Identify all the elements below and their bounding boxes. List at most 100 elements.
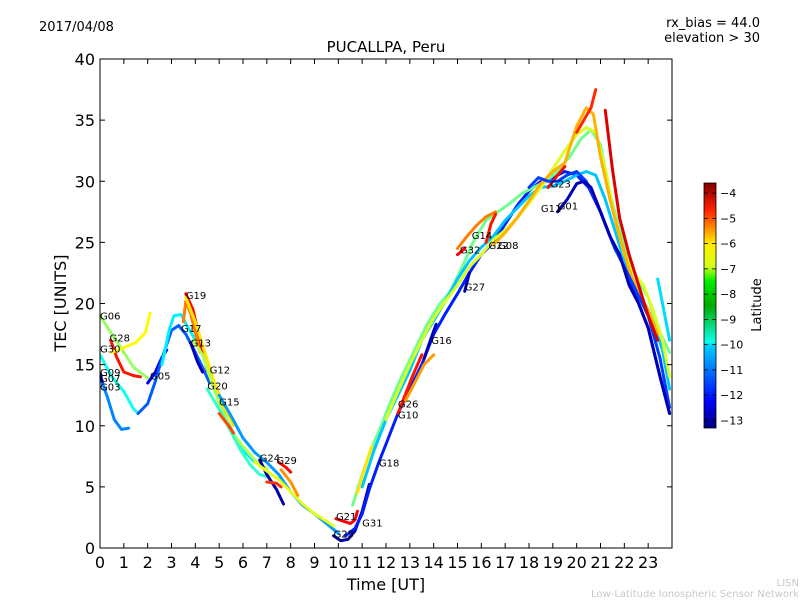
satellite-label-G30: G30 bbox=[100, 345, 120, 356]
series-G23b bbox=[575, 88, 598, 134]
x-tick-label: 16 bbox=[471, 553, 491, 572]
satellite-label-G07: G07 bbox=[100, 374, 120, 385]
satellite-label-G10: G10 bbox=[398, 411, 418, 422]
y-tick-label: 5 bbox=[85, 478, 95, 497]
colorbar-tick-label: −5 bbox=[720, 212, 736, 225]
x-tick-label: 17 bbox=[495, 553, 515, 572]
series-G24b bbox=[253, 460, 336, 528]
x-tick-label: 1 bbox=[119, 553, 129, 572]
colorbar-tick-label: −9 bbox=[720, 313, 736, 326]
y-axis: 0 5 10 15 20 25 30 35 40 bbox=[75, 50, 672, 558]
satellite-label-G05: G05 bbox=[150, 372, 170, 383]
colorbar-label: Latitude bbox=[750, 278, 765, 332]
colorbar-tick-label: −4 bbox=[720, 187, 736, 200]
y-tick-label: 35 bbox=[75, 111, 95, 130]
series-G29c bbox=[265, 480, 283, 489]
series-G07 bbox=[100, 353, 140, 415]
colorbar-gradient bbox=[703, 182, 717, 429]
y-axis-label: TEC [UNITS] bbox=[51, 255, 70, 353]
x-tick-label: 2 bbox=[143, 553, 153, 572]
series-layer bbox=[100, 88, 672, 543]
x-tick-label: 23 bbox=[638, 553, 658, 572]
satellite-label-G32: G32 bbox=[460, 246, 480, 257]
satellite-label-G11: G11 bbox=[541, 204, 561, 215]
series-G19c bbox=[184, 295, 235, 428]
satellite-label-G03: G03 bbox=[100, 383, 120, 394]
satellite-label-G06: G06 bbox=[100, 312, 120, 323]
series-G29b bbox=[279, 468, 300, 497]
satellite-label-G09: G09 bbox=[100, 368, 120, 379]
elevation-label: elevation > 30 bbox=[664, 31, 760, 46]
series-G20 bbox=[205, 387, 271, 479]
colorbar-tick-label: −12 bbox=[720, 389, 743, 402]
series-G32 bbox=[456, 247, 467, 257]
rx-bias-label: rx_bias = 44.0 bbox=[666, 16, 760, 31]
colorbar-tick-label: −6 bbox=[720, 238, 736, 251]
y-tick-label: 40 bbox=[75, 50, 95, 69]
satellite-label-G20: G20 bbox=[207, 381, 227, 392]
satellite-label-G28: G28 bbox=[110, 334, 130, 345]
colorbar-tick-label: −8 bbox=[720, 288, 736, 301]
series-G18b bbox=[355, 445, 374, 495]
x-tick-label: 20 bbox=[566, 553, 586, 572]
satellite-label-G08: G08 bbox=[498, 241, 518, 252]
satellite-label-G17: G17 bbox=[181, 324, 201, 335]
x-tick-label: 7 bbox=[262, 553, 272, 572]
series-G10b bbox=[403, 353, 436, 403]
series-G05b bbox=[136, 324, 212, 415]
x-axis-label: Time [UT] bbox=[346, 575, 425, 594]
series-G23 bbox=[546, 165, 567, 189]
x-tick-label: 3 bbox=[166, 553, 176, 572]
x-tick-label: 12 bbox=[376, 553, 396, 572]
satellite-label-G31: G31 bbox=[362, 518, 382, 529]
series-G21 bbox=[334, 509, 359, 525]
x-tick-label: 9 bbox=[309, 553, 319, 572]
x-tick-label: 15 bbox=[447, 553, 467, 572]
satellite-label-G27: G27 bbox=[465, 282, 485, 293]
satellite-label-G22: G22 bbox=[488, 241, 508, 252]
satellite-label-G24: G24 bbox=[260, 454, 280, 465]
series-G03 bbox=[100, 375, 131, 431]
y-tick-label: 15 bbox=[75, 356, 95, 375]
x-tick-label: 18 bbox=[519, 553, 539, 572]
x-axis: 0 1 2 3 4 5 6 7 8 9 10 11 12 13 14 15 16 17 18 19 20 21 22 23 bbox=[95, 59, 658, 572]
series-G09b bbox=[656, 277, 672, 342]
colorbar-tick-label: −13 bbox=[720, 414, 743, 427]
colorbar-tick-label: −10 bbox=[720, 339, 743, 352]
satellite-label-G18: G18 bbox=[379, 458, 399, 469]
satellite-label-G25: G25 bbox=[334, 529, 354, 540]
x-tick-label: 14 bbox=[423, 553, 443, 572]
series-G08 bbox=[491, 106, 660, 336]
colorbar-ticks: −4 −5 −6 −7 −8 −9 −10 −11 −12 −13 bbox=[704, 187, 743, 427]
footer-org-short: LISN bbox=[777, 578, 799, 589]
y-tick-label: 0 bbox=[85, 539, 95, 558]
satellite-label-G01: G01 bbox=[558, 202, 578, 213]
x-tick-label: 5 bbox=[214, 553, 224, 572]
y-tick-label: 10 bbox=[75, 417, 95, 436]
y-tick-label: 30 bbox=[75, 172, 95, 191]
satellite-label-G23: G23 bbox=[550, 180, 570, 191]
y-tick-label: 20 bbox=[75, 295, 95, 314]
series-G22 bbox=[484, 212, 498, 244]
series-G18 bbox=[351, 128, 672, 507]
x-tick-label: 19 bbox=[543, 553, 563, 572]
satellite-label-G19: G19 bbox=[186, 291, 206, 302]
y-tick-label: 25 bbox=[75, 233, 95, 252]
chart-title: PUCALLPA, Peru bbox=[327, 38, 446, 56]
satellite-label-G13: G13 bbox=[191, 339, 211, 350]
x-tick-label: 10 bbox=[328, 553, 348, 572]
x-tick-label: 6 bbox=[238, 553, 248, 572]
x-tick-label: 21 bbox=[590, 553, 610, 572]
series-G16b bbox=[384, 126, 672, 422]
series-G01 bbox=[556, 179, 672, 415]
series-G30 bbox=[110, 311, 152, 354]
series-G10 bbox=[396, 353, 424, 415]
date-label: 2017/04/08 bbox=[39, 20, 114, 35]
colorbar: −4 −5 −6 −7 −8 −9 −10 −11 −12 −13 Latitude bbox=[703, 182, 765, 429]
satellite-label-G21: G21 bbox=[336, 512, 356, 523]
series-G02 bbox=[603, 108, 660, 342]
satellite-label-G26: G26 bbox=[398, 400, 418, 411]
footer-org-long: Low-Latitude Ionospheric Sensor Network bbox=[591, 589, 799, 600]
